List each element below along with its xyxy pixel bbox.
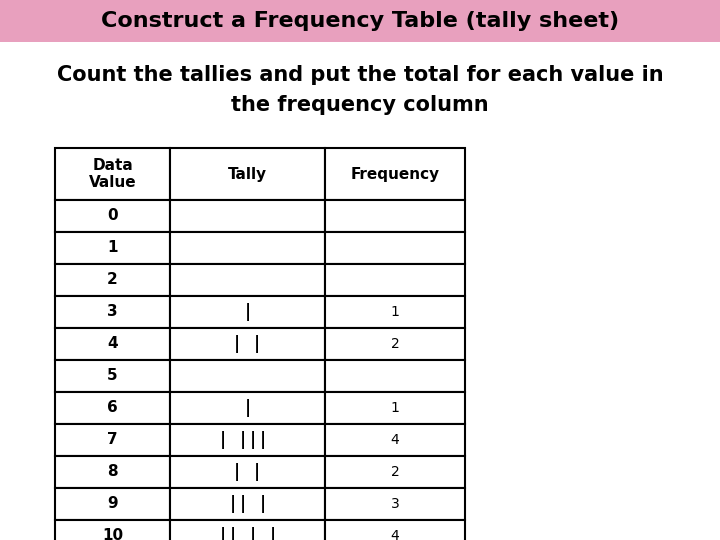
Text: 7: 7: [107, 433, 118, 448]
Text: Count the tallies and put the total for each value in: Count the tallies and put the total for …: [57, 65, 663, 85]
Bar: [55, 200, 170, 232]
Bar: [325, 148, 465, 200]
Text: 1: 1: [107, 240, 118, 255]
Text: 2: 2: [107, 273, 118, 287]
Text: Tally: Tally: [228, 166, 267, 181]
Text: 5: 5: [107, 368, 118, 383]
Bar: [325, 328, 465, 360]
Text: 2: 2: [391, 465, 400, 479]
Bar: [170, 392, 325, 424]
Text: 3: 3: [107, 305, 118, 320]
Bar: [170, 424, 325, 456]
Bar: [325, 232, 465, 264]
Text: 6: 6: [107, 401, 118, 415]
Text: 10: 10: [102, 529, 123, 540]
Text: | |: | |: [233, 335, 263, 353]
Bar: [170, 148, 325, 200]
Text: | |: | |: [233, 463, 263, 481]
Bar: [55, 148, 170, 200]
Text: || | |: || | |: [217, 527, 277, 540]
Bar: [170, 360, 325, 392]
Bar: [170, 200, 325, 232]
Bar: [55, 424, 170, 456]
Bar: [325, 264, 465, 296]
Text: Frequency: Frequency: [351, 166, 440, 181]
Bar: [170, 456, 325, 488]
Bar: [55, 456, 170, 488]
Bar: [325, 392, 465, 424]
Text: 0: 0: [107, 208, 118, 224]
Text: 4: 4: [391, 433, 400, 447]
Bar: [170, 520, 325, 540]
Bar: [170, 296, 325, 328]
Bar: [170, 488, 325, 520]
Bar: [325, 488, 465, 520]
Bar: [55, 296, 170, 328]
Text: 1: 1: [390, 305, 400, 319]
Text: 4: 4: [391, 529, 400, 540]
Bar: [170, 264, 325, 296]
Text: |: |: [243, 399, 253, 417]
Bar: [55, 488, 170, 520]
Bar: [55, 232, 170, 264]
Text: |: |: [243, 303, 253, 321]
Text: 9: 9: [107, 496, 118, 511]
Bar: [55, 520, 170, 540]
Text: Data
Value: Data Value: [89, 158, 136, 190]
Bar: [170, 328, 325, 360]
Bar: [325, 360, 465, 392]
Text: || |: || |: [228, 495, 268, 513]
Bar: [325, 200, 465, 232]
Bar: [0, 0, 720, 42]
Bar: [55, 392, 170, 424]
Text: 3: 3: [391, 497, 400, 511]
Text: 4: 4: [107, 336, 118, 352]
Bar: [325, 296, 465, 328]
Text: 8: 8: [107, 464, 118, 480]
Bar: [325, 520, 465, 540]
Bar: [55, 328, 170, 360]
Text: Construct a Frequency Table (tally sheet): Construct a Frequency Table (tally sheet…: [101, 11, 619, 31]
Bar: [325, 424, 465, 456]
Bar: [170, 232, 325, 264]
Text: 1: 1: [390, 401, 400, 415]
Text: 2: 2: [391, 337, 400, 351]
Text: | |||: | |||: [217, 431, 277, 449]
Bar: [55, 360, 170, 392]
Bar: [55, 264, 170, 296]
Text: the frequency column: the frequency column: [231, 95, 489, 115]
Bar: [325, 456, 465, 488]
